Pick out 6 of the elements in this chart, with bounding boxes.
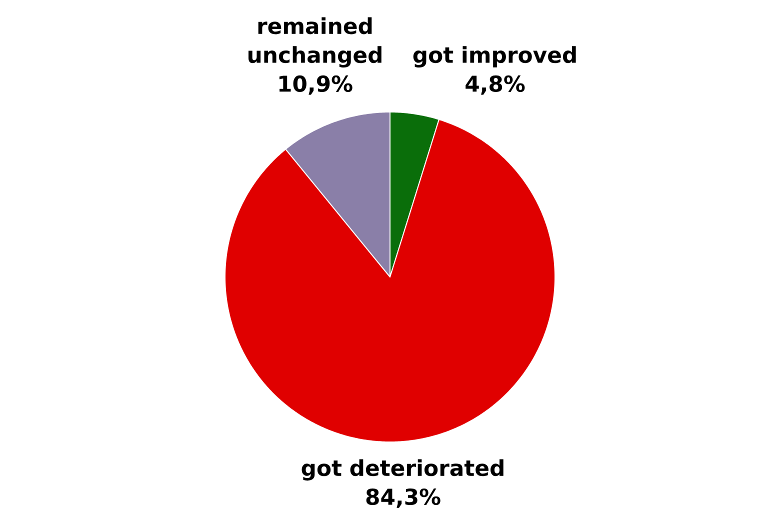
slice-label: got deteriorated [302,459,504,481]
data-label: 4,8% [466,75,525,95]
slice-label: got improved [413,46,576,68]
slice-label: remained unchanged [248,17,382,68]
data-label: 84,3% [366,488,440,508]
data-label: 10,9% [279,75,352,95]
